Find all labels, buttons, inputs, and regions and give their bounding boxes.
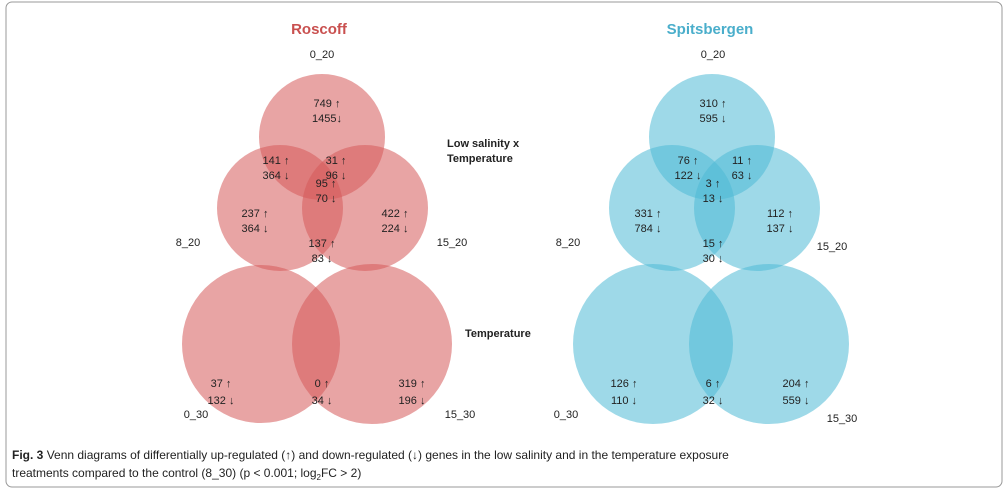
region-count: 6 ↑ [706, 378, 721, 390]
region-count: 83 ↓ [312, 253, 333, 265]
region-count: 196 ↓ [399, 395, 426, 407]
region-count: 31 ↑ [326, 155, 347, 167]
region-count: 15 ↑ [703, 238, 724, 250]
region-count: 70 ↓ [316, 193, 337, 205]
region-count: 204 ↑ [783, 378, 810, 390]
region-count: 595 ↓ [700, 113, 727, 125]
set-label: 15_20 [437, 237, 468, 249]
set-label: 15_20 [817, 241, 848, 253]
row-label: Low salinity x [447, 138, 520, 150]
region-count: 559 ↓ [783, 395, 810, 407]
region-count: 122 ↓ [675, 170, 702, 182]
region-count: 126 ↑ [611, 378, 638, 390]
caption: Fig. 3 Venn diagrams of differentially u… [12, 448, 729, 462]
region-count: 422 ↑ [382, 208, 409, 220]
panel-title: Roscoff [291, 21, 348, 38]
region-count: 37 ↑ [211, 378, 232, 390]
region-count: 331 ↑ [635, 208, 662, 220]
venn-circle [694, 145, 820, 271]
region-count: 63 ↓ [732, 170, 753, 182]
region-count: 11 ↑ [732, 155, 752, 167]
venn-circle [302, 145, 428, 271]
caption-label: Fig. 3 [12, 448, 44, 462]
region-count: 95 ↑ [316, 178, 337, 190]
set-label: 0_30 [554, 409, 578, 421]
set-label: 15_30 [445, 409, 476, 421]
region-count: 30 ↓ [703, 253, 724, 265]
set-label: 15_30 [827, 413, 858, 425]
region-count: 224 ↓ [382, 223, 409, 235]
frame [5, 1, 1003, 488]
caption-sub: 2 [317, 473, 322, 482]
region-count: 112 ↑ [767, 208, 793, 220]
region-count: 34 ↓ [312, 395, 333, 407]
region-count: 110 ↓ [611, 395, 637, 407]
venn-circle [292, 264, 452, 424]
set-label: 0_20 [701, 49, 725, 61]
region-count: 132 ↓ [208, 395, 235, 407]
venn-circle [689, 264, 849, 424]
caption-text: FC > 2) [321, 466, 361, 480]
region-count: 319 ↑ [399, 378, 426, 390]
row-label: Temperature [465, 328, 531, 340]
region-count: 310 ↑ [700, 98, 727, 110]
region-count: 137 ↑ [309, 238, 336, 250]
region-count: 137 ↓ [767, 223, 794, 235]
region-count: 32 ↓ [703, 395, 724, 407]
caption: treatments compared to the control (8_30… [12, 466, 361, 482]
row-label: Temperature [447, 153, 513, 165]
region-count: 784 ↓ [635, 223, 662, 235]
set-label: 8_20 [176, 237, 200, 249]
venn-circle [182, 265, 340, 423]
region-count: 13 ↓ [703, 193, 724, 205]
region-count: 749 ↑ [314, 98, 341, 110]
region-count: 96 ↓ [326, 170, 347, 182]
region-count: 0 ↑ [315, 378, 330, 390]
caption-text: treatments compared to the control (8_30… [12, 466, 317, 480]
set-label: 0_20 [310, 49, 334, 61]
panel-title: Spitsbergen [667, 21, 754, 38]
region-count: 364 ↓ [263, 170, 290, 182]
set-label: 0_30 [184, 409, 208, 421]
region-count: 1455↓ [312, 113, 342, 125]
venn-circle [573, 264, 733, 424]
region-count: 364 ↓ [242, 223, 269, 235]
region-count: 141 ↑ [263, 155, 290, 167]
region-count: 76 ↑ [678, 155, 699, 167]
set-label: 8_20 [556, 237, 580, 249]
region-count: 3 ↑ [706, 178, 721, 190]
caption-text: Venn diagrams of differentially up-regul… [47, 448, 729, 462]
region-count: 237 ↑ [242, 208, 269, 220]
